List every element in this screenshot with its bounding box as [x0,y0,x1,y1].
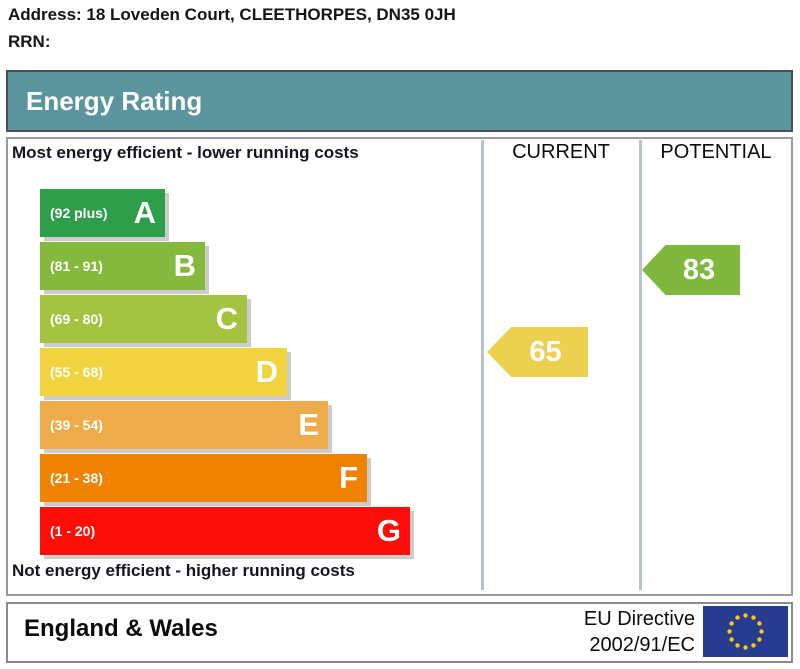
band-b: (81 - 91) B [40,242,205,290]
current-column-header: CURRENT [512,141,610,163]
eu-directive-line1: EU Directive [583,608,695,630]
band-g-range: (1 - 20) [50,523,96,539]
eu-directive-label: EU Directive 2002/91/EC [460,606,695,658]
band-e: (39 - 54) E [40,401,328,449]
potential-column-divider [639,140,642,590]
band-a: (92 plus) A [40,189,165,237]
energy-rating-banner: Energy Rating [6,70,793,132]
band-f-range: (21 - 38) [50,470,103,486]
band-e-range: (39 - 54) [50,417,103,433]
band-c-letter: C [215,301,238,336]
band-d-letter: D [255,354,278,389]
address-line: Address: 18 Loveden Court, CLEETHORPES, … [8,5,456,24]
band-b-letter: B [173,248,196,283]
current-column-divider [481,140,484,590]
band-f: (21 - 38) F [40,454,367,502]
rrn-label: RRN: [8,32,51,51]
region-label: England & Wales [24,615,218,642]
band-a-letter: A [133,195,156,230]
caption-least-efficient: Not energy efficient - higher running co… [12,561,355,580]
band-a-range: (92 plus) [50,205,108,221]
band-d-range: (55 - 68) [50,364,103,380]
eu-directive-line2: 2002/91/EC [589,634,695,656]
band-e-letter: E [298,407,319,442]
caption-most-efficient: Most energy efficient - lower running co… [12,143,359,162]
band-d: (55 - 68) D [40,348,287,396]
current-rating-value: 65 [529,335,562,368]
band-b-range: (81 - 91) [50,258,103,274]
potential-rating-value: 83 [682,253,716,286]
footer-bar [6,602,793,663]
band-g-letter: G [376,513,401,548]
banner-title: Energy Rating [26,85,203,116]
band-c-range: (69 - 80) [50,311,103,327]
band-f-letter: F [339,460,358,495]
band-g: (1 - 20) G [40,507,410,555]
current-rating-arrow: 65 [487,327,588,377]
eu-flag-icon [703,606,788,657]
potential-rating-arrow: 83 [642,245,740,295]
potential-column-header: POTENTIAL [660,141,772,163]
band-c: (69 - 80) C [40,295,247,343]
